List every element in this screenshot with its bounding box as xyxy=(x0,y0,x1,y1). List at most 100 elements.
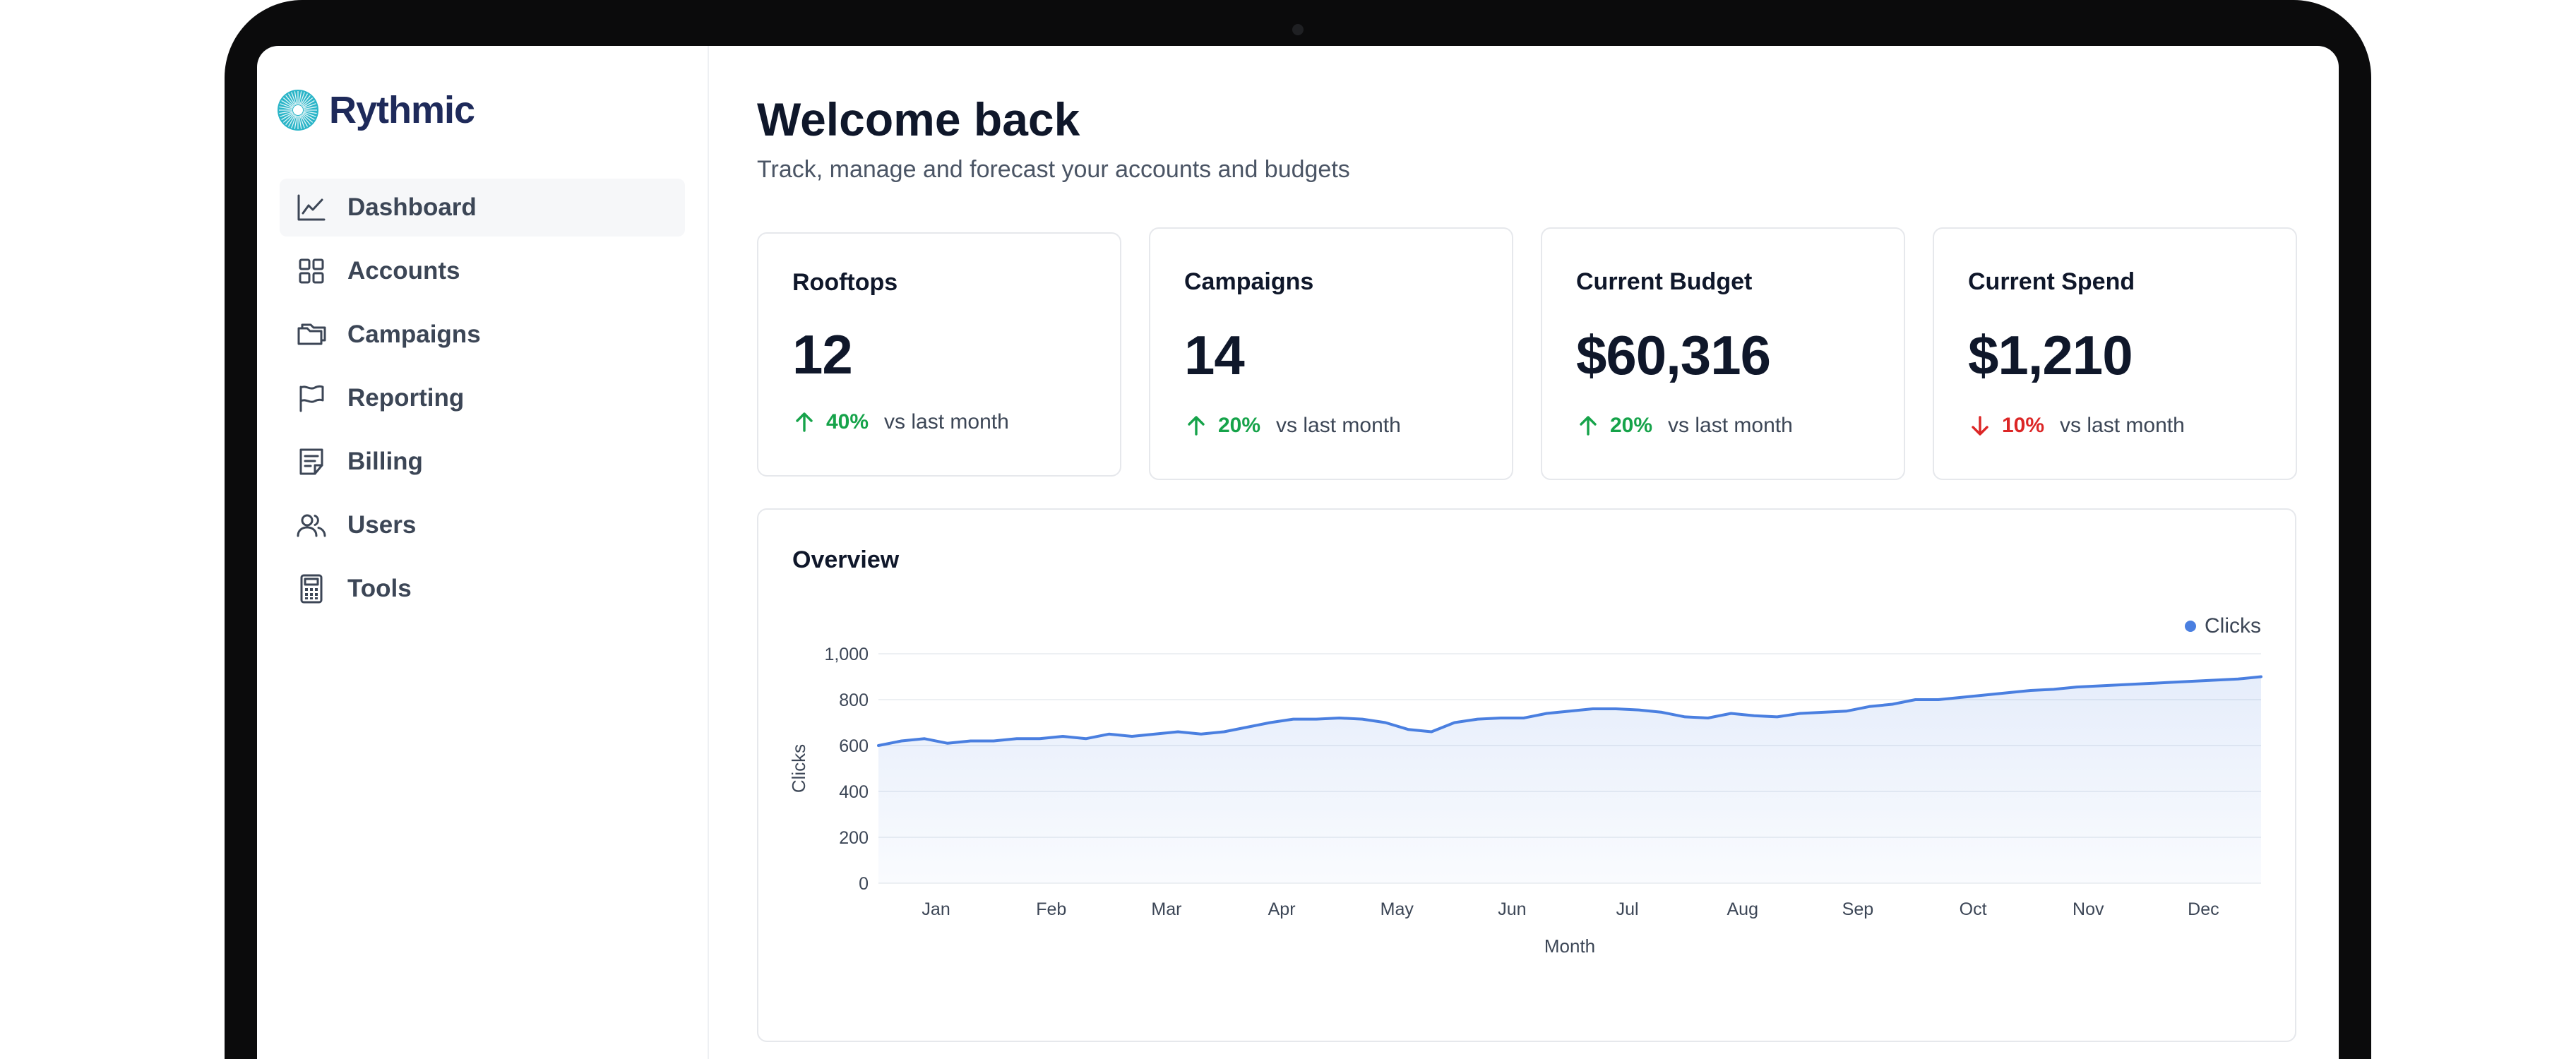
overview-title: Overview xyxy=(792,546,900,573)
calculator-icon xyxy=(300,574,323,604)
logo-ray xyxy=(281,112,294,121)
logo-ray xyxy=(282,113,294,123)
clicks-area xyxy=(878,676,2261,883)
x-tick-label: Jun xyxy=(1498,899,1526,919)
logo-ray xyxy=(294,91,298,105)
x-tick-label: Mar xyxy=(1151,899,1181,919)
stat-card-current-budget[interactable]: Current Budget $60,316 20% vs last month xyxy=(1541,227,1905,480)
stat-card-campaigns[interactable]: Campaigns 14 20% vs last month xyxy=(1149,227,1513,480)
logo-ray xyxy=(301,95,311,107)
delta-comparison: vs last month xyxy=(884,410,1009,433)
logo-ray xyxy=(299,92,305,105)
y-tick-label: 1,000 xyxy=(824,645,869,664)
x-tick-label: Sep xyxy=(1842,899,1873,919)
y-tick-label: 800 xyxy=(839,690,869,710)
x-axis-title: Month xyxy=(1544,935,1595,957)
stat-card-rooftops[interactable]: Rooftops 12 40% vs last month xyxy=(757,232,1121,477)
logo-ray xyxy=(302,112,315,121)
main-content: Welcome back Track, manage and forecast … xyxy=(709,46,2339,1059)
delta-percent: 40% xyxy=(826,410,869,433)
logo-center xyxy=(293,105,303,115)
y-tick-label: 400 xyxy=(839,782,869,802)
logo-ray xyxy=(285,114,295,126)
stat-card-current-spend[interactable]: Current Spend $1,210 10% vs last month xyxy=(1933,227,2297,480)
sidebar-item-label: Dashboard xyxy=(347,193,477,221)
logo-ray xyxy=(281,100,294,108)
receipt-icon xyxy=(299,448,323,475)
logo-ray xyxy=(300,93,309,106)
arrow-up-icon xyxy=(1188,416,1205,436)
sidebar-item-label: Billing xyxy=(347,448,423,475)
device-frame: Rythmic Dashboard Accounts xyxy=(225,0,2371,1059)
logo-ray xyxy=(302,113,314,123)
stat-card-delta: 10% vs last month xyxy=(1968,414,2185,438)
sidebar-item-reporting[interactable]: Reporting xyxy=(280,369,685,427)
logo-ray xyxy=(291,115,297,128)
brand-logo[interactable]: Rythmic xyxy=(277,88,475,132)
overview-chart[interactable]: 0 200 400 600 800 1,000 Jan Feb Mar Apr May Jun Jul A… xyxy=(758,510,2298,1043)
y-axis-title: Clicks xyxy=(788,744,809,793)
sidebar-item-users[interactable]: Users xyxy=(280,496,685,554)
chart-legend[interactable]: Clicks xyxy=(2185,614,2261,638)
y-tick-label: 0 xyxy=(859,874,869,894)
logo-ray xyxy=(298,91,302,105)
sidebar-item-label: Accounts xyxy=(347,257,460,285)
logo-ray xyxy=(287,114,296,127)
arrow-up-icon xyxy=(796,412,813,432)
stat-card-delta: 20% vs last month xyxy=(1576,414,1793,438)
delta-percent: 20% xyxy=(1610,414,1653,437)
sidebar-item-label: Users xyxy=(347,511,417,539)
stat-card-title: Current Budget xyxy=(1576,268,1753,295)
delta-comparison: vs last month xyxy=(1276,414,1401,437)
legend-marker xyxy=(2185,621,2196,632)
legend-label: Clicks xyxy=(2205,614,2261,638)
stat-card-delta: 40% vs last month xyxy=(792,410,1009,434)
grid-icon xyxy=(299,258,324,284)
logo-ray xyxy=(280,103,293,109)
sidebar-item-billing[interactable]: Billing xyxy=(280,433,685,491)
page-title: Welcome back xyxy=(757,93,1080,145)
sidebar-item-accounts[interactable]: Accounts xyxy=(280,242,685,300)
x-tick-label: Oct xyxy=(1960,899,1987,919)
arrow-down-icon xyxy=(1972,416,1988,436)
logo-ray xyxy=(287,93,296,106)
logo-ray xyxy=(282,97,294,107)
stat-card-title: Campaigns xyxy=(1184,268,1314,295)
logo-ray xyxy=(303,112,316,117)
arrow-up-icon xyxy=(1580,416,1597,436)
sidebar-item-tools[interactable]: Tools xyxy=(280,560,685,618)
sidebar-item-campaigns[interactable]: Campaigns xyxy=(280,306,685,364)
sidebar-item-label: Reporting xyxy=(347,384,465,412)
delta-percent: 20% xyxy=(1218,414,1261,437)
delta-percent: 10% xyxy=(2002,414,2045,437)
logo-ray xyxy=(303,106,317,110)
logo-ray xyxy=(301,114,311,126)
clicks-line[interactable] xyxy=(877,675,2262,747)
stat-card-title: Rooftops xyxy=(792,269,898,296)
x-tick-label: Apr xyxy=(1268,899,1296,919)
sidebar-item-dashboard[interactable]: Dashboard xyxy=(280,179,685,237)
logo-mark-icon xyxy=(278,90,318,131)
logo-ray xyxy=(302,100,315,108)
stat-card-value: 14 xyxy=(1184,324,1245,386)
folders-icon xyxy=(297,323,326,345)
stat-card-delta: 20% vs last month xyxy=(1184,414,1401,438)
page-subtitle: Track, manage and forecast your accounts… xyxy=(757,156,1350,183)
x-tick-label: Aug xyxy=(1727,899,1758,919)
delta-comparison: vs last month xyxy=(2060,414,2185,437)
line-chart-icon xyxy=(297,194,326,221)
logo-ray xyxy=(291,92,297,105)
users-icon xyxy=(297,514,326,537)
x-tick-label: May xyxy=(1381,899,1414,919)
logo-ray xyxy=(299,115,305,128)
sidebar-item-label: Tools xyxy=(347,575,412,602)
x-tick-label: Nov xyxy=(2073,899,2104,919)
logo-ray xyxy=(302,97,314,107)
stat-card-value: $60,316 xyxy=(1576,324,1771,386)
camera-dot xyxy=(1292,24,1304,35)
x-tick-label: Jul xyxy=(1616,899,1639,919)
logo-ray xyxy=(303,110,317,114)
logo-ray xyxy=(298,115,302,129)
sidebar-item-label: Campaigns xyxy=(347,321,481,348)
logo-ray xyxy=(280,112,293,117)
